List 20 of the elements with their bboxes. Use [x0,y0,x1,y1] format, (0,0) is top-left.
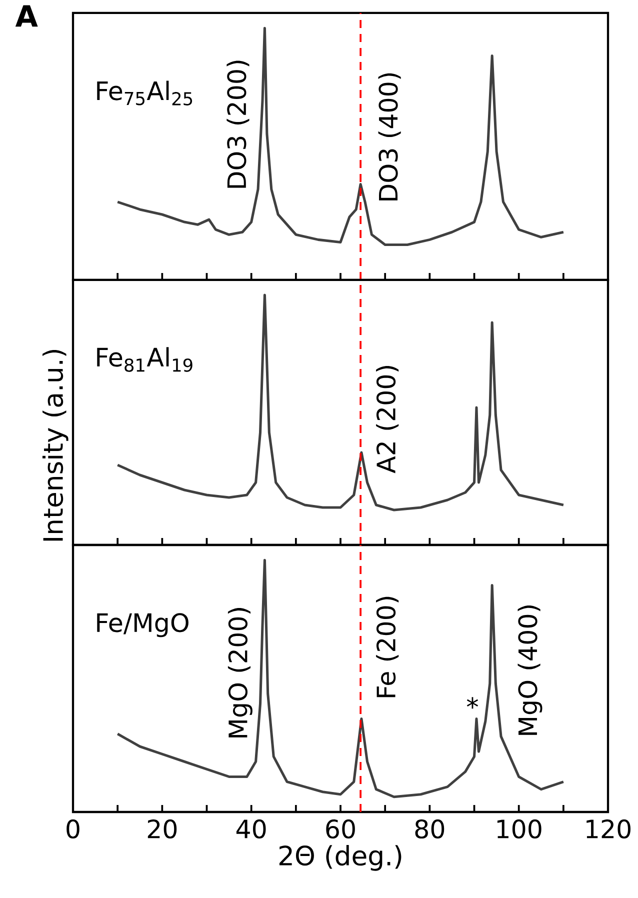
annotation: DO3 (200) [226,60,250,188]
annotation: MgO (400) [518,606,542,735]
annotation: DO3 (400) [378,73,401,200]
annotation: A2 (200) [376,366,399,474]
annotation: Fe/MgO [97,613,188,638]
annotation: * [466,697,478,709]
annotation: Fe$_{81}$Al$_{19}$ [97,347,192,372]
x-tick-label: 20 [148,819,177,839]
x-tick-label: 120 [586,819,630,839]
x-tick-label: 60 [326,819,355,839]
x-tick-label: 100 [497,819,542,839]
annotation: MgO (200) [228,608,252,738]
chart-title: A [15,5,38,27]
annotation: Fe (200) [376,596,399,698]
y-axis-title: Intensity (a.u.) [42,350,68,541]
x-tick-label: 40 [236,819,266,839]
annotation: Fe$_{75}$Al$_{25}$ [97,80,192,106]
x-tick-label: 0 [66,819,80,839]
x-axis-title: 2Θ (deg.) [279,845,402,871]
x-tick-label: 80 [415,819,444,839]
